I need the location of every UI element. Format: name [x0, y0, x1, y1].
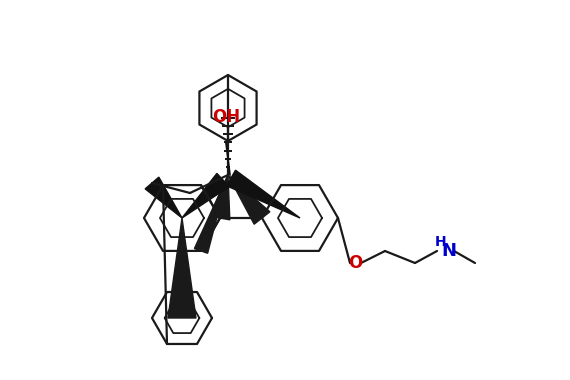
- Polygon shape: [210, 175, 230, 220]
- Polygon shape: [168, 218, 196, 318]
- Text: N: N: [442, 242, 457, 260]
- Text: H: H: [435, 235, 447, 249]
- Text: O: O: [348, 254, 362, 272]
- Polygon shape: [182, 173, 229, 218]
- Polygon shape: [194, 175, 228, 253]
- Polygon shape: [226, 170, 300, 218]
- Polygon shape: [145, 177, 182, 218]
- Text: OH: OH: [212, 108, 240, 126]
- Polygon shape: [228, 175, 270, 224]
